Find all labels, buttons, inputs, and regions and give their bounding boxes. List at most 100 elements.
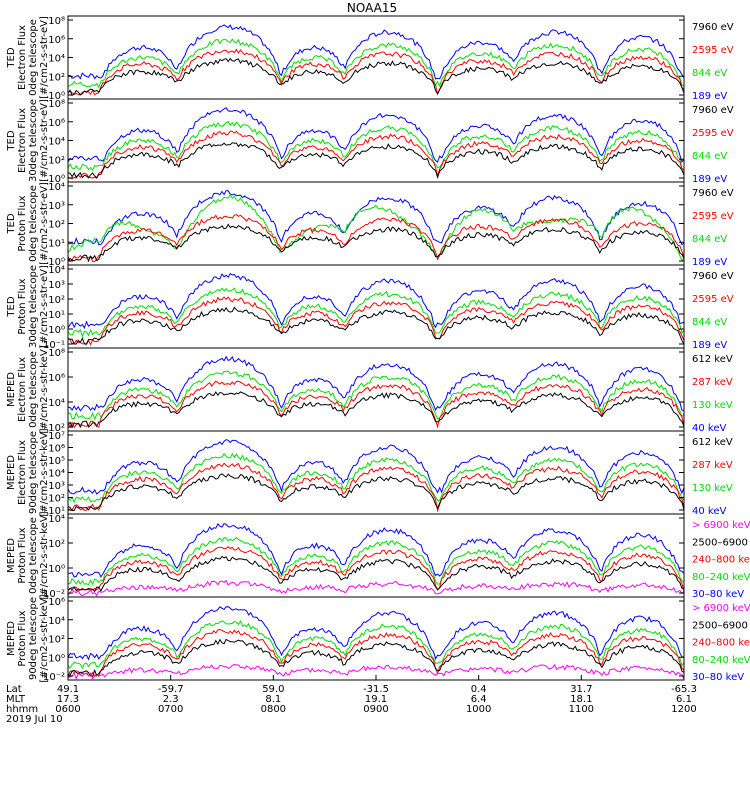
hhmm-label: 0900 — [363, 704, 388, 715]
legend-entry-black: 2500–6900 — [692, 620, 748, 631]
series-line-red — [68, 130, 684, 180]
hhmm-label: 0800 — [261, 704, 286, 715]
series-line-red — [68, 296, 684, 346]
panel-7: 10⁴ 10² 10⁰ 10⁻² MEPED Proton Flux 0deg telesc… — [6, 511, 750, 600]
y-axis-label: 0deg telescope — [28, 517, 39, 594]
legend-entry-green: 844 eV — [692, 317, 727, 328]
y-axis-label: 0deg telescope — [28, 351, 39, 428]
y-tick-label: 10² — [48, 539, 65, 550]
y-tick-label: 10⁸ — [48, 16, 65, 27]
series-line-green — [68, 452, 684, 504]
y-axis-label: Proton Flux — [17, 278, 28, 334]
lat-label: 0.4 — [471, 684, 487, 695]
series-line-blue — [68, 272, 684, 330]
legend-entry-magenta: > 6900 keV — [692, 520, 750, 531]
mlt-label: 6.4 — [471, 694, 487, 705]
y-tick-label: 10⁻¹ — [43, 340, 65, 351]
y-axis-label: [#/cm2-s-str-eV] — [39, 16, 50, 99]
series-line-red — [68, 462, 684, 513]
y-tick-label: 10² — [48, 72, 65, 83]
y-tick-label: 10⁴ — [48, 182, 65, 193]
series-line-black — [68, 555, 684, 593]
panel-3: 10⁴ 10³ 10² 10¹ 10⁰ TED Proton Flux 0deg telesc… — [6, 181, 734, 268]
y-tick-label: 10⁷ — [48, 431, 65, 442]
legend-entry-red: 2595 eV — [692, 128, 734, 139]
panel-2: 10⁸ 10⁶ 10⁴ 10² 10⁰ TED Electron Flux 30deg tel… — [6, 98, 734, 185]
y-tick-label: 10³ — [48, 481, 65, 492]
y-tick-label: 10¹ — [48, 310, 65, 321]
series-line-green — [68, 536, 684, 586]
series-line-red — [68, 628, 684, 678]
y-tick-label: 10⁰ — [48, 564, 65, 575]
lat-label: -31.5 — [363, 684, 389, 695]
legend-entry-green: 80–240 keV — [692, 655, 750, 666]
legend-entry-blue: 40 keV — [692, 506, 726, 517]
legend-entry-red: 2595 eV — [692, 294, 734, 305]
y-axis-label: 30deg telescope — [28, 99, 39, 182]
y-tick-label: 10⁴ — [48, 137, 65, 148]
series-line-red — [68, 380, 684, 429]
mlt-label: 6.1 — [676, 694, 692, 705]
date-label: 2019 Jul 10 — [6, 714, 63, 725]
y-axis-label: 90deg telescope — [28, 597, 39, 680]
panel-traces — [68, 190, 684, 263]
lat-label: 59.0 — [262, 684, 284, 695]
y-tick-label: 10⁶ — [48, 35, 65, 46]
hhmm-label: 0600 — [55, 704, 80, 715]
y-axis-label: [#/cm2-s-str-keV] — [39, 345, 50, 433]
series-line-red — [68, 48, 684, 96]
legend-entry-green: 844 eV — [692, 234, 727, 245]
mlt-label: 8.1 — [265, 694, 281, 705]
panel-traces — [68, 24, 684, 96]
series-line-green — [68, 120, 684, 172]
y-axis-label: Electron Flux — [17, 108, 28, 173]
y-tick-label: 10¹ — [48, 238, 65, 249]
legend-entry-green: 844 eV — [692, 68, 727, 79]
legend-entry-blue: 189 eV — [692, 174, 727, 185]
y-tick-label: 10¹ — [48, 506, 65, 517]
legend-entry-black: 7960 eV — [692, 22, 734, 33]
legend-entry-black: 7960 eV — [692, 105, 734, 116]
series-line-green — [68, 620, 684, 670]
y-tick-label: 10⁻² — [43, 672, 65, 683]
series-line-blue — [68, 24, 684, 80]
y-tick-label: 10³ — [48, 280, 65, 291]
axis-row-label: Lat — [6, 684, 22, 695]
axis-row-label: hhmm — [6, 704, 38, 715]
lat-label: 49.1 — [57, 684, 79, 695]
legend-entry-black: 2500–6900 — [692, 537, 748, 548]
panel-traces — [68, 272, 684, 346]
y-tick-label: 10⁰ — [48, 653, 65, 664]
mlt-label: 19.1 — [365, 694, 387, 705]
y-axis-label: Proton Flux — [17, 610, 28, 666]
panel-4: 10⁴ 10³ 10² 10¹ 10⁰ 10⁻¹ TED Proton Flux 30deg t… — [6, 264, 734, 351]
y-tick-label: 10⁰ — [48, 325, 65, 336]
y-axis-label: Electron Flux — [17, 440, 28, 505]
legend-entry-magenta: > 6900 keV — [692, 603, 750, 614]
y-tick-label: 10⁰ — [48, 257, 65, 268]
instrument-label: MEPED — [6, 538, 17, 573]
y-tick-label: 10⁰ — [48, 174, 65, 185]
lat-label: -65.3 — [671, 684, 697, 695]
y-tick-label: 10⁴ — [48, 514, 65, 525]
legend-entry-green: 80–240 keV — [692, 572, 750, 583]
series-line-red — [68, 214, 684, 263]
y-tick-label: 10⁰ — [48, 91, 65, 102]
y-tick-label: 10⁴ — [48, 469, 65, 480]
series-line-red — [68, 546, 684, 592]
y-axis-label: [#/cm2-s-str-eV] — [39, 182, 50, 265]
legend-entry-green: 130 keV — [692, 400, 733, 411]
instrument-label: TED — [6, 213, 17, 234]
y-tick-label: 10⁶ — [48, 373, 65, 384]
axis-row-label: MLT — [6, 694, 26, 705]
legend-entry-blue: 30–80 keV — [692, 589, 744, 600]
hhmm-label: 1100 — [569, 704, 594, 715]
series-line-blue — [68, 522, 684, 578]
series-line-blue — [68, 439, 684, 495]
series-line-black — [68, 638, 684, 678]
y-tick-label: 10² — [48, 494, 65, 505]
y-tick-label: 10⁴ — [48, 54, 65, 65]
hhmm-label: 1200 — [671, 704, 696, 715]
